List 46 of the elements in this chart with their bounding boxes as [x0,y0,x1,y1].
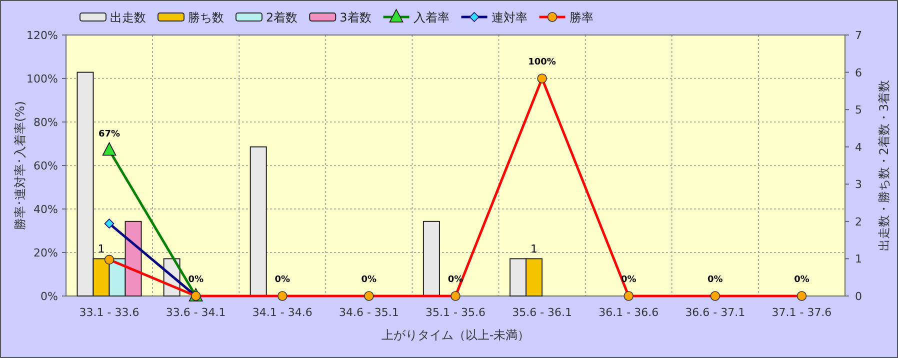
data-label: 0% [274,275,290,285]
y-axis-title: 勝率･連対率･入着率(%) [13,101,27,230]
y2-tick-label: 3 [855,178,862,192]
legend-label: 入着率 [413,10,450,24]
x-tick-label: 33.1 - 33.6 [79,306,140,319]
data-label: 0% [708,275,723,285]
y2-tick-label: 4 [855,140,862,154]
y2-tick-label: 5 [855,104,862,117]
legend-label: 3着数 [340,10,372,24]
data-label: 67% [98,129,120,140]
x-axis-title: 上がりタイム（以上-未満） [381,328,530,342]
y-tick-label: 20% [34,246,58,260]
x-tick-label: 34.1 - 34.6 [252,306,312,319]
y2-tick-label: 1 [855,252,862,266]
x-tick-label: 36.1 - 36.6 [598,306,659,319]
y-tick-label: 80% [34,116,58,129]
x-tick-label: 36.6 - 37.1 [685,306,746,319]
data-label: 0% [794,275,810,285]
y-tick-label: 60% [34,160,58,172]
y-tick-label: 120% [26,29,58,42]
point [104,218,114,228]
x-tick-label: 33.6 - 34.1 [166,306,226,319]
legend-label: 勝率 [569,10,594,24]
bar [422,220,440,296]
x-tick-label: 35.1 - 35.6 [426,306,486,319]
data-label: 0% [361,275,377,285]
x-tick-label: 37.1 - 37.6 [772,306,832,319]
legend-label: 2着数 [266,10,298,24]
y-tick-label: 40% [34,203,58,216]
data-label: 1 [530,242,538,256]
legend-label: 出走数 [110,10,146,24]
y-tick-label: 0% [40,290,58,303]
y2-tick-label: 2 [855,215,862,228]
y-tick-label: 100% [26,72,58,86]
y2-tick-label: 7 [855,29,862,42]
legend-label: 勝ち数 [188,10,224,24]
x-tick-label: 34.6 - 35.1 [338,306,399,319]
data-label: 0% [188,275,204,285]
x-tick-label: 35.6 - 36.1 [512,306,572,319]
y2-tick-label: 6 [855,66,862,80]
data-label: 100% [528,58,556,68]
bar [250,146,267,296]
legend-label: 連対率 [491,10,528,24]
data-label: 1 [98,242,105,256]
y2-axis-title: 出走数・勝ち数・2着数・3着数 [877,80,891,252]
y2-tick-label: 0 [855,290,862,303]
